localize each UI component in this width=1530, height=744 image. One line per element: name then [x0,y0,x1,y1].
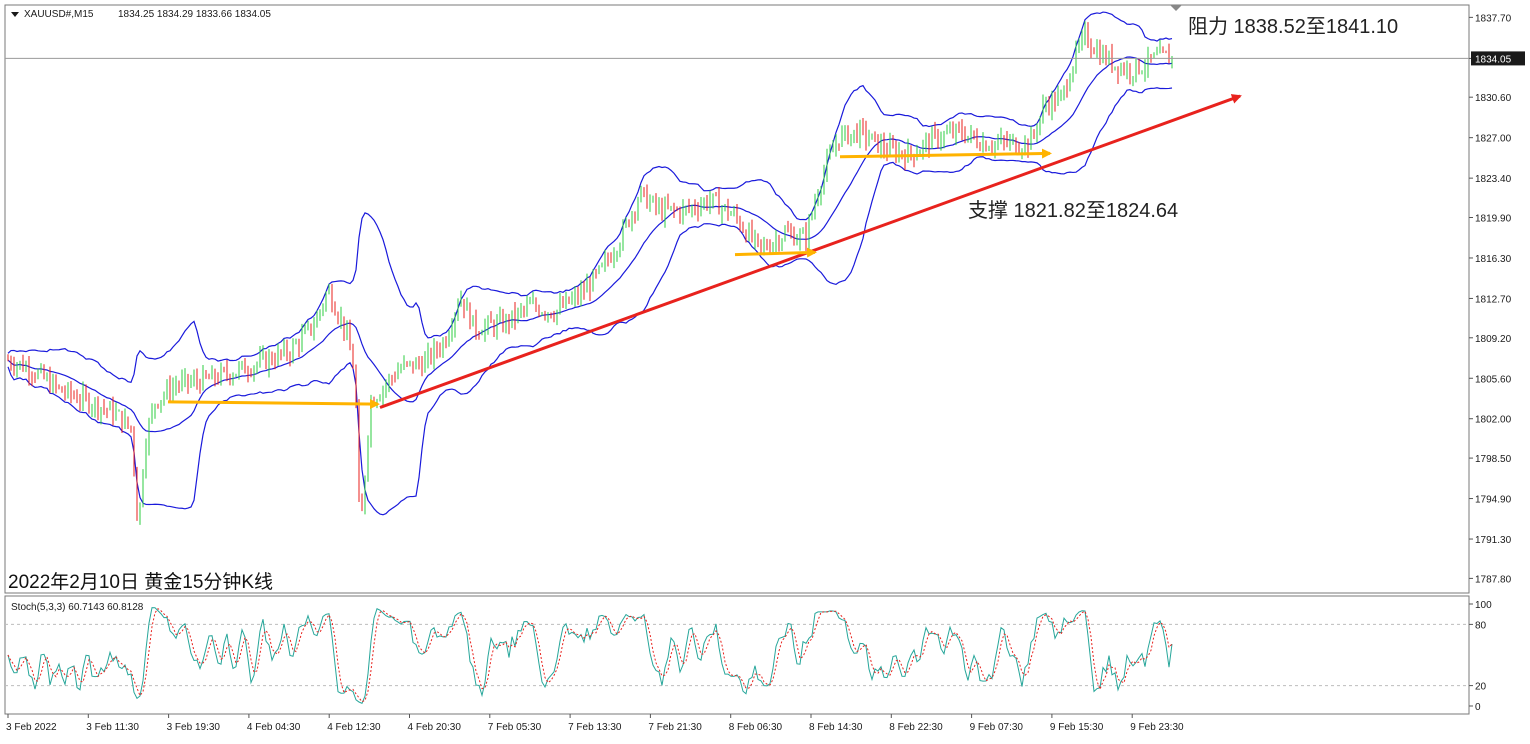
stoch-label: Stoch(5,3,3) 60.7143 60.8128 [11,602,144,613]
time-tick-label: 8 Feb 14:30 [809,722,863,733]
price-tick-label: 1819.90 [1475,213,1512,224]
price-tick-label: 1827.00 [1475,134,1512,145]
time-tick-label: 9 Feb 07:30 [970,722,1024,733]
time-tick-label: 7 Feb 21:30 [648,722,702,733]
support-annotation: 支撑 1821.82至1824.64 [968,199,1178,222]
price-tick-label: 1805.60 [1475,374,1512,385]
bollinger-middle [7,56,1173,433]
price-tick-label: 1798.50 [1475,454,1512,465]
current-price-box [1471,51,1525,66]
time-tick-label: 3 Feb 19:30 [167,722,221,733]
time-tick-label: 8 Feb 06:30 [729,722,783,733]
time-tick-label: 3 Feb 11:30 [86,722,139,733]
time-tick-label: 8 Feb 22:30 [889,722,943,733]
time-axis: 3 Feb 2022 3 Feb 11:30 3 Feb 19:30 4 Feb 04… [6,714,1184,733]
stoch-tick-label: 100 [1475,600,1492,611]
resistance-annotation: 阻力 1838.52至1841.10 [1188,15,1398,38]
trendline-support-1 [167,399,380,410]
trendline-support-2 [734,247,817,258]
price-tick-label: 1794.90 [1475,495,1512,506]
time-tick-label: 4 Feb 20:30 [408,722,462,733]
time-tick-label: 7 Feb 05:30 [488,722,542,733]
price-tick-label: 1837.70 [1475,13,1512,24]
price-tick-label: 1787.80 [1475,574,1512,585]
price-tick-label: 1802.00 [1475,415,1512,426]
symbol-dropdown-icon[interactable] [11,12,19,17]
trendlines-group [167,94,1242,410]
stoch-main-line [7,607,1173,704]
stoch-tick-label: 0 [1475,702,1481,713]
bollinger-upper [7,11,1173,384]
shift-marker-icon[interactable] [1170,5,1182,11]
price-axis: 1837.70 1834.05 1830.60 1827.00 1823.40 1819.… [5,13,1525,585]
time-tick-label: 9 Feb 15:30 [1050,722,1104,733]
stoch-tick-label: 20 [1475,682,1487,693]
time-tick-label: 7 Feb 13:30 [568,722,622,733]
stoch-pane-frame [4,595,1470,715]
chart-caption: 2022年2月10日 黄金15分钟K线 [8,571,273,593]
price-tick-label: 1823.40 [1475,174,1512,185]
stoch-signal-line [7,608,1173,703]
price-tick-label: 1830.60 [1475,93,1512,104]
time-tick-label: 9 Feb 23:30 [1130,722,1184,733]
price-tick-label: 1816.30 [1475,254,1512,265]
price-pane-frame [4,4,1470,594]
ohlc-values: 1834.25 1834.29 1833.66 1834.05 [118,9,271,20]
symbol-label: XAUUSD#,M15 [24,9,94,20]
stoch-tick-label: 80 [1475,620,1487,631]
price-tick-label: 1812.70 [1475,294,1512,305]
price-tick-label: 1834.05 [1475,54,1512,65]
price-tick-label: 1791.30 [1475,535,1512,546]
price-tick-label: 1809.20 [1475,334,1512,345]
trendline-support-3 [839,148,1052,159]
time-tick-label: 4 Feb 04:30 [247,722,301,733]
time-tick-label: 3 Feb 2022 [6,722,57,733]
candles-group [7,21,1173,525]
stochastic-indicator: 100 80 20 0 [5,600,1492,713]
time-tick-label: 4 Feb 12:30 [327,722,381,733]
